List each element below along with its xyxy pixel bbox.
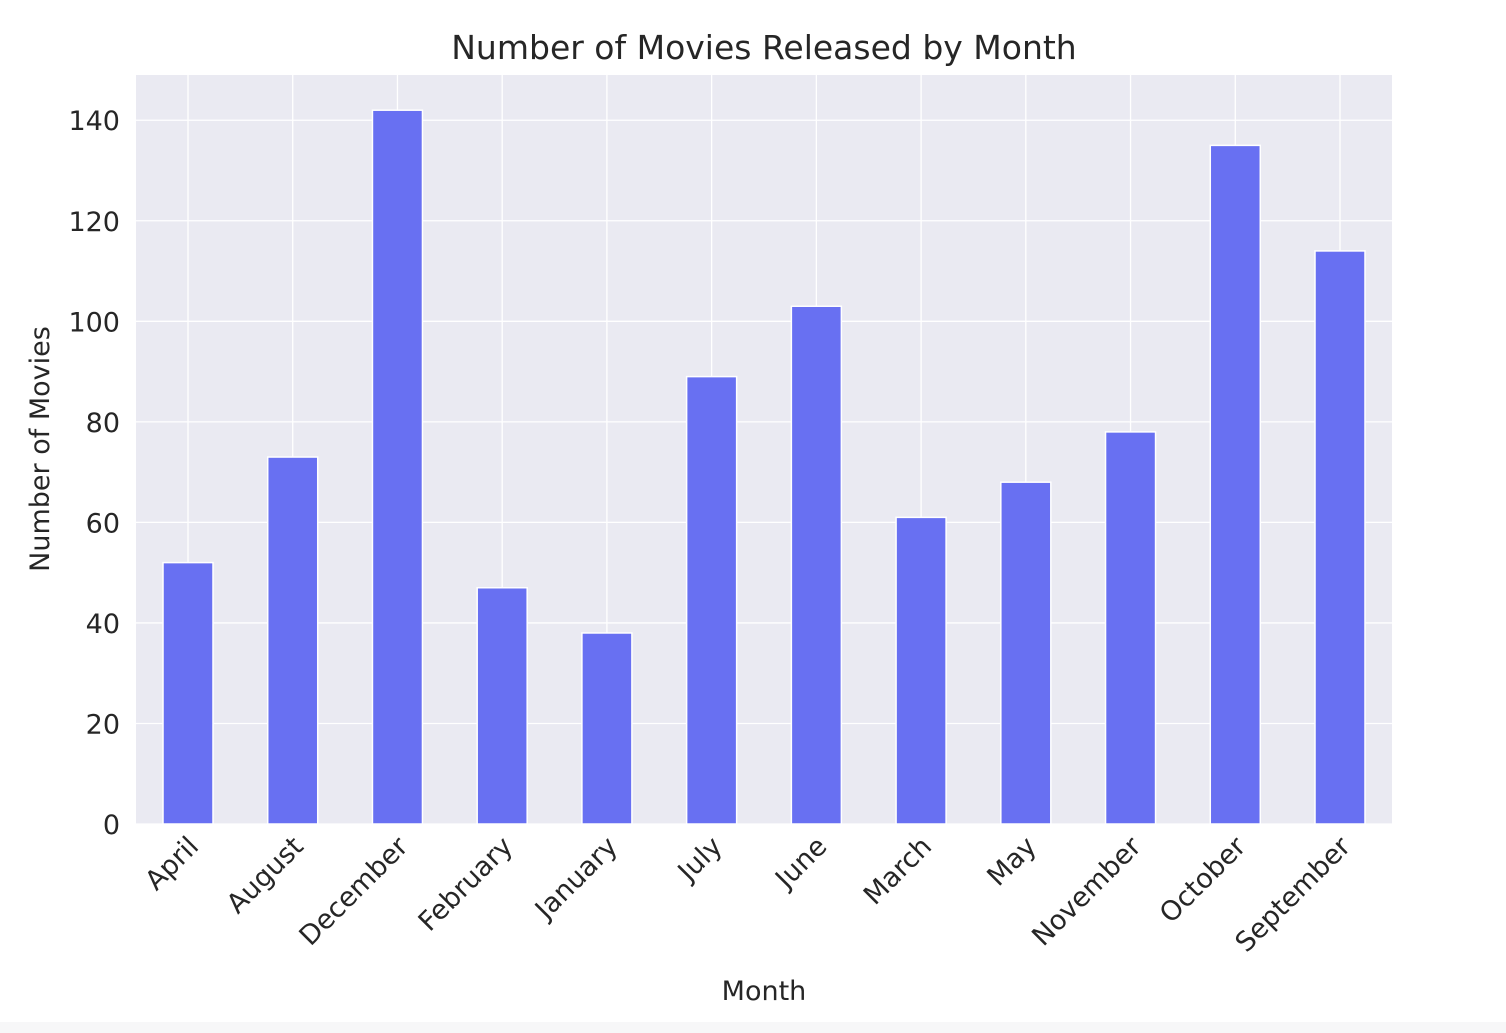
bar-september <box>1314 250 1366 825</box>
bar-june <box>790 305 843 825</box>
bar-may <box>1000 481 1052 825</box>
x-tick-label: December <box>293 830 415 952</box>
bar-july <box>685 375 738 825</box>
x-tick-label: June <box>768 831 833 896</box>
y-tick-label: 140 <box>68 106 120 137</box>
x-tick-label: May <box>981 831 1042 892</box>
y-tick-label: 20 <box>86 709 120 740</box>
y-tick-label: 60 <box>86 508 120 539</box>
x-tick-label: July <box>671 831 729 889</box>
x-tick-label: January <box>528 831 624 927</box>
x-tick-label: March <box>858 831 938 911</box>
x-tick-label: August <box>221 831 310 920</box>
y-axis-label: Number of Movies <box>25 326 56 572</box>
x-tick-label: April <box>139 831 205 897</box>
x-tick-label: February <box>413 831 520 938</box>
y-axis-ticks: 0 20 40 60 80 100 120 140 <box>68 106 120 841</box>
bar-august <box>266 456 319 825</box>
y-tick-label: 80 <box>86 408 120 439</box>
bars <box>162 109 1366 825</box>
y-tick-label: 120 <box>68 207 120 238</box>
x-tick-label: October <box>1154 830 1253 929</box>
bar-november <box>1104 431 1157 825</box>
bar-april <box>162 561 214 825</box>
bar-january <box>581 632 633 825</box>
bar-march <box>895 516 947 825</box>
y-tick-label: 100 <box>68 307 120 338</box>
bar-october <box>1209 144 1262 825</box>
x-tick-label: November <box>1026 830 1148 952</box>
bar-february <box>476 586 528 825</box>
footer-strip <box>0 1022 1506 1033</box>
chart-title: Number of Movies Released by Month <box>451 28 1076 67</box>
x-axis-label: Month <box>722 976 807 1007</box>
y-tick-label: 0 <box>103 810 120 841</box>
y-tick-label: 40 <box>86 609 120 640</box>
plot-area <box>136 75 1392 824</box>
bar-december <box>371 109 424 825</box>
